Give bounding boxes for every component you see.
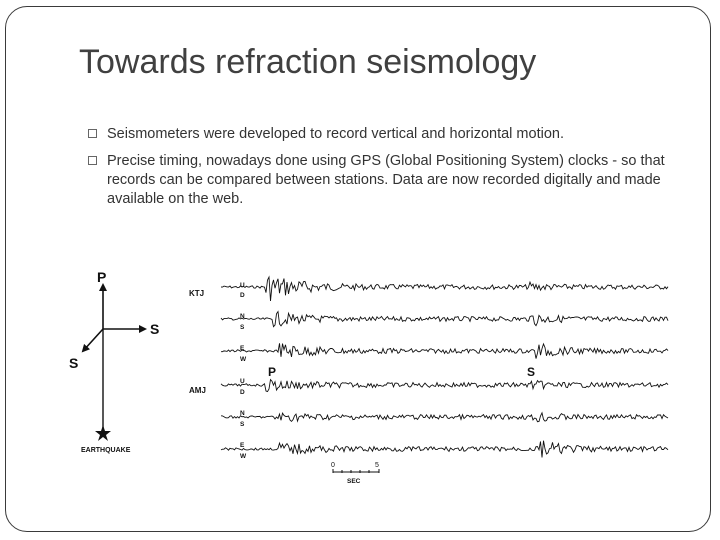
component-label: E [240, 345, 245, 352]
component-label: N [240, 410, 245, 417]
earthquake-star-icon [95, 425, 111, 441]
scale-end-label: 5 [375, 462, 379, 469]
component-label: W [240, 356, 247, 363]
slide-frame: Towards refraction seismology Seismomete… [5, 6, 711, 532]
bullet-text: Seismometers were developed to record ve… [107, 126, 564, 142]
component-label: U [240, 282, 245, 289]
station-label-ktj: KTJ [189, 289, 204, 298]
bullet-box-icon [88, 129, 97, 138]
time-scale-bar: 0 5 SEC [331, 462, 380, 485]
s-left-label: S [69, 355, 78, 371]
component-label: W [240, 453, 247, 460]
component-label: N [240, 313, 245, 320]
component-label: E [240, 442, 245, 449]
seismogram-trace-ktj-ud [220, 275, 669, 302]
component-label: U [240, 378, 245, 385]
scale-ticks [332, 469, 380, 473]
bullet-list: Seismometers were developed to record ve… [86, 125, 686, 217]
bullet-box-icon [88, 156, 97, 165]
s-right-label: S [150, 321, 159, 337]
component-label: D [240, 389, 245, 396]
component-label: D [240, 292, 245, 299]
bullet-text: Precise timing, nowadays done using GPS … [107, 153, 665, 207]
seismogram-trace-ktj-ew [221, 342, 669, 359]
seismogram-traces [220, 275, 669, 458]
wave-direction-diagram: P S S EARTHQUAKE [69, 269, 159, 454]
component-label: S [240, 421, 245, 428]
earthquake-label: EARTHQUAKE [81, 447, 131, 454]
s-left-arrow [81, 328, 104, 353]
p-phase-label: P [268, 365, 276, 379]
s-phase-label: S [527, 365, 535, 379]
station-label-amj: AMJ [189, 386, 206, 395]
seismogram-trace-amj-ud [220, 378, 669, 393]
component-labels: U D N S E W U D N S E W [240, 282, 247, 460]
bullet-item: Seismometers were developed to record ve… [86, 125, 686, 144]
scale-unit-label: SEC [347, 478, 361, 485]
component-label: S [240, 324, 245, 331]
scale-start-label: 0 [331, 462, 335, 469]
slide-title: Towards refraction seismology [79, 43, 537, 81]
p-label: P [97, 269, 106, 285]
bullet-item: Precise timing, nowadays done using GPS … [86, 152, 686, 209]
seismogram-trace-ktj-ns [220, 310, 669, 328]
seismogram-trace-amj-ns [220, 411, 669, 423]
seismogram-figure: P S S EARTHQUAKE KTJ AMJ U D N S E W U D… [69, 269, 669, 485]
seismogram-trace-amj-ew [220, 440, 669, 458]
